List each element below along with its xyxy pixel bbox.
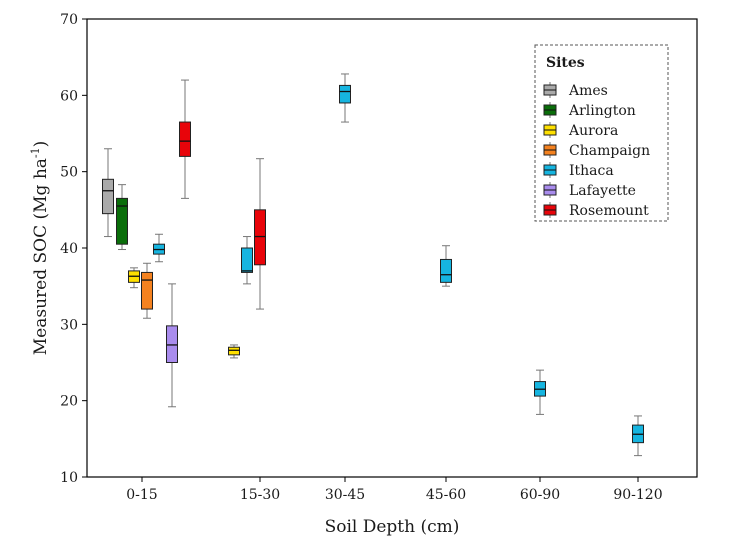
x-axis-title: Soil Depth (cm) [325,517,460,537]
box-aurora-15-30 [228,344,240,359]
legend-item-rosemount: Rosemount [543,202,649,219]
box-body [166,325,178,363]
box-body [141,271,153,310]
legend-label: Ames [568,83,608,99]
legend-items: Ames Arlington Aurora Champaign Ithaca Lafaye… [543,82,650,219]
legend-frame [534,44,669,222]
box-ithaca-30-45 [339,73,351,123]
x-tick-label: 45-60 [426,487,466,503]
y-tick-label: 60 [60,88,78,104]
legend-title: Sites [546,55,585,71]
x-tick-label: 90-120 [613,487,662,503]
y-tick-label: 50 [60,165,78,181]
box-aurora-0-15 [128,267,140,289]
legend-label: Lafayette [569,183,636,199]
legend-label: Arlington [568,103,636,119]
box-ithaca-45-60 [440,245,452,287]
legend-item-champaign: Champaign [543,142,650,159]
box-arlington-0-15 [116,184,128,251]
box-series [102,73,644,457]
x-tick-label: 60-90 [520,487,560,503]
legend-label: Champaign [569,143,650,159]
y-tick-label: 70 [60,12,78,28]
y-tick-label: 40 [60,241,78,257]
box-body [440,258,452,283]
y-axis-title: Measured SOC (Mg ha-1) [29,141,51,356]
legend-label: Aurora [568,123,618,139]
legend-label: Rosemount [569,203,649,219]
legend-label: Ithaca [569,163,614,179]
y-axis: 10 20 30 40 50 60 70 [60,12,87,486]
box-body [116,197,128,245]
box-lafayette-0-15 [166,283,178,408]
x-tick-label: 0-15 [126,487,157,503]
x-tick-label: 30-45 [325,487,365,503]
box-body [339,84,351,104]
box-ithaca-15-30 [241,236,253,285]
x-axis: 0-15 15-30 30-45 45-60 60-90 90-120 [126,477,663,503]
y-axis-title-tail: ) [31,141,51,148]
legend-item-ithaca: Ithaca [543,162,614,179]
legend: Sites Ames Arlington Aurora Champaign Ithaca… [534,44,669,222]
y-tick-label: 10 [60,470,78,486]
box-rosemount-15-30 [254,158,266,310]
box-ithaca-90-120 [632,415,644,457]
legend-item-lafayette: Lafayette [543,182,636,199]
box-rosemount-0-15 [179,79,191,199]
box-champaign-0-15 [141,262,153,319]
box-body [254,209,266,266]
box-body [241,247,253,273]
box-ames-0-15 [102,148,114,238]
y-tick-label: 30 [60,317,78,333]
box-body [228,346,240,356]
legend-item-ames: Ames [543,82,608,99]
y-axis-title-sup: -1 [29,147,42,158]
y-tick-label: 20 [60,394,78,410]
box-ithaca-0-15 [153,233,165,263]
y-axis-title-main: Measured SOC (Mg ha [31,158,51,355]
x-tick-label: 15-30 [240,487,280,503]
legend-item-arlington: Arlington [543,102,636,119]
box-body [179,121,191,157]
legend-item-aurora: Aurora [543,122,618,139]
box-ithaca-60-90 [534,369,546,415]
box-body [102,178,114,215]
